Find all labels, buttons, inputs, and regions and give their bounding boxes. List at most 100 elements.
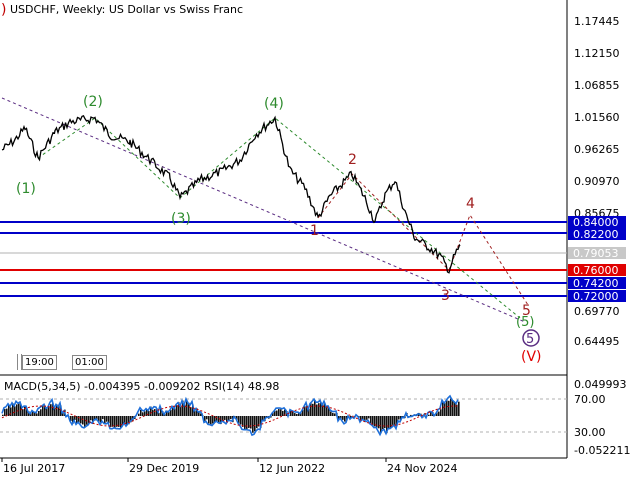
macd-bar bbox=[130, 416, 132, 423]
macd-bar bbox=[290, 410, 292, 416]
macd-bar bbox=[196, 408, 198, 416]
macd-bar bbox=[208, 416, 210, 424]
macd-bar bbox=[316, 404, 318, 416]
time-marker-1[interactable]: 19:00 bbox=[22, 355, 57, 370]
price-tick-label: 1.17445 bbox=[574, 15, 620, 28]
level-tag-0840-label: 0.84000 bbox=[573, 216, 619, 229]
macd-bar bbox=[48, 407, 50, 416]
macd-bar bbox=[382, 416, 384, 429]
macd-bar bbox=[454, 401, 456, 416]
macd-bar bbox=[302, 409, 304, 416]
macd-bar bbox=[180, 406, 182, 416]
macd-bar bbox=[394, 416, 396, 427]
macd-bar bbox=[84, 416, 86, 428]
time-marker-handle[interactable] bbox=[17, 354, 22, 370]
current-price-tag bbox=[568, 247, 626, 259]
time-marker-2[interactable]: 01:00 bbox=[72, 355, 107, 370]
macd-bar bbox=[392, 416, 394, 425]
price-tick-label: 1.01560 bbox=[574, 111, 620, 124]
subwave-label-5: 5 bbox=[522, 303, 531, 319]
macd-bar bbox=[22, 409, 24, 416]
macd-bar bbox=[158, 412, 160, 416]
level-tag-0720 bbox=[568, 290, 626, 302]
indicator-axis-70: 70.00 bbox=[574, 393, 606, 406]
wave-label-5-green: (5) bbox=[516, 315, 534, 330]
macd-bar bbox=[300, 412, 302, 416]
macd-bar bbox=[58, 406, 60, 416]
macd-bar bbox=[342, 416, 344, 420]
price-tick-label: 0.64495 bbox=[574, 335, 620, 348]
price-tick-label: 1.06855 bbox=[574, 79, 620, 92]
macd-bar bbox=[154, 409, 156, 416]
macd-bar bbox=[436, 412, 438, 416]
level-tag-0822-label: 0.82200 bbox=[573, 228, 619, 241]
macd-bar bbox=[246, 416, 248, 429]
macd-bar bbox=[138, 413, 140, 416]
corner-mark: ) bbox=[1, 2, 7, 18]
macd-bar bbox=[260, 416, 262, 428]
macd-bar bbox=[214, 416, 216, 423]
macd-bar bbox=[292, 411, 294, 416]
macd-bar bbox=[30, 413, 32, 416]
macd-bar bbox=[94, 416, 96, 421]
time-axis: 16 Jul 2017 29 Dec 2019 12 Jun 2022 24 N… bbox=[1, 458, 457, 475]
macd-bar bbox=[72, 416, 74, 424]
macd-bar bbox=[242, 416, 244, 427]
wave-label-3: (3) bbox=[171, 211, 191, 227]
macd-bar bbox=[304, 406, 306, 416]
macd-bar bbox=[184, 404, 186, 416]
macd-bar bbox=[92, 416, 94, 424]
macd-bar bbox=[398, 416, 400, 420]
macd-bar bbox=[448, 400, 450, 416]
macd-bar bbox=[372, 416, 374, 426]
macd-bar bbox=[128, 416, 130, 425]
macd-bar bbox=[364, 416, 366, 421]
macd-bar bbox=[108, 416, 110, 424]
macd-bar bbox=[452, 400, 454, 416]
macd-bar bbox=[320, 402, 322, 416]
indicator-axis-30: 30.00 bbox=[574, 426, 606, 439]
macd-bar bbox=[334, 413, 336, 416]
macd-bar bbox=[172, 406, 174, 416]
macd-bar bbox=[32, 410, 34, 416]
macd-bar bbox=[262, 416, 264, 421]
macd-bar bbox=[338, 416, 340, 419]
macd-bar bbox=[450, 398, 452, 416]
macd-bar bbox=[458, 401, 460, 416]
macd-bar bbox=[174, 408, 176, 416]
macd-bar bbox=[430, 411, 432, 416]
macd-bar bbox=[306, 405, 308, 416]
price-axis: 1.17445 1.12150 1.06855 1.01560 0.96265 … bbox=[574, 15, 620, 348]
macd-bar bbox=[252, 416, 254, 433]
macd-bar bbox=[80, 416, 82, 424]
red-wave-path bbox=[317, 173, 529, 306]
macd-bar bbox=[340, 416, 342, 420]
macd-bar bbox=[376, 416, 378, 428]
macd-bar bbox=[166, 410, 168, 416]
indicator-title: MACD(5,34,5) -0.004395 -0.009202 RSI(14)… bbox=[4, 380, 279, 393]
macd-bar bbox=[194, 410, 196, 416]
level-tag-0840 bbox=[568, 216, 626, 228]
macd-bar bbox=[12, 403, 14, 416]
macd-bar bbox=[240, 416, 242, 425]
macd-bar bbox=[210, 416, 212, 425]
purple-trend-line bbox=[1, 97, 526, 323]
macd-bar bbox=[200, 413, 202, 416]
macd-bar bbox=[26, 407, 28, 416]
macd-bar bbox=[212, 416, 214, 424]
macd-bar bbox=[440, 409, 442, 416]
wave-label-2: (2) bbox=[83, 94, 103, 110]
macd-bar bbox=[52, 402, 54, 416]
macd-bar bbox=[148, 410, 150, 416]
macd-bar bbox=[390, 416, 392, 428]
macd-bar bbox=[360, 416, 362, 421]
macd-bar bbox=[310, 403, 312, 416]
macd-bar bbox=[380, 416, 382, 433]
subwave-label-3: 3 bbox=[441, 288, 450, 304]
wave-label-5-circled: 5 bbox=[526, 332, 534, 347]
macd-bar bbox=[146, 409, 148, 416]
macd-bar bbox=[160, 408, 162, 416]
indicator-axis-top: 0.049993 bbox=[574, 378, 627, 391]
macd-bar bbox=[164, 413, 166, 416]
